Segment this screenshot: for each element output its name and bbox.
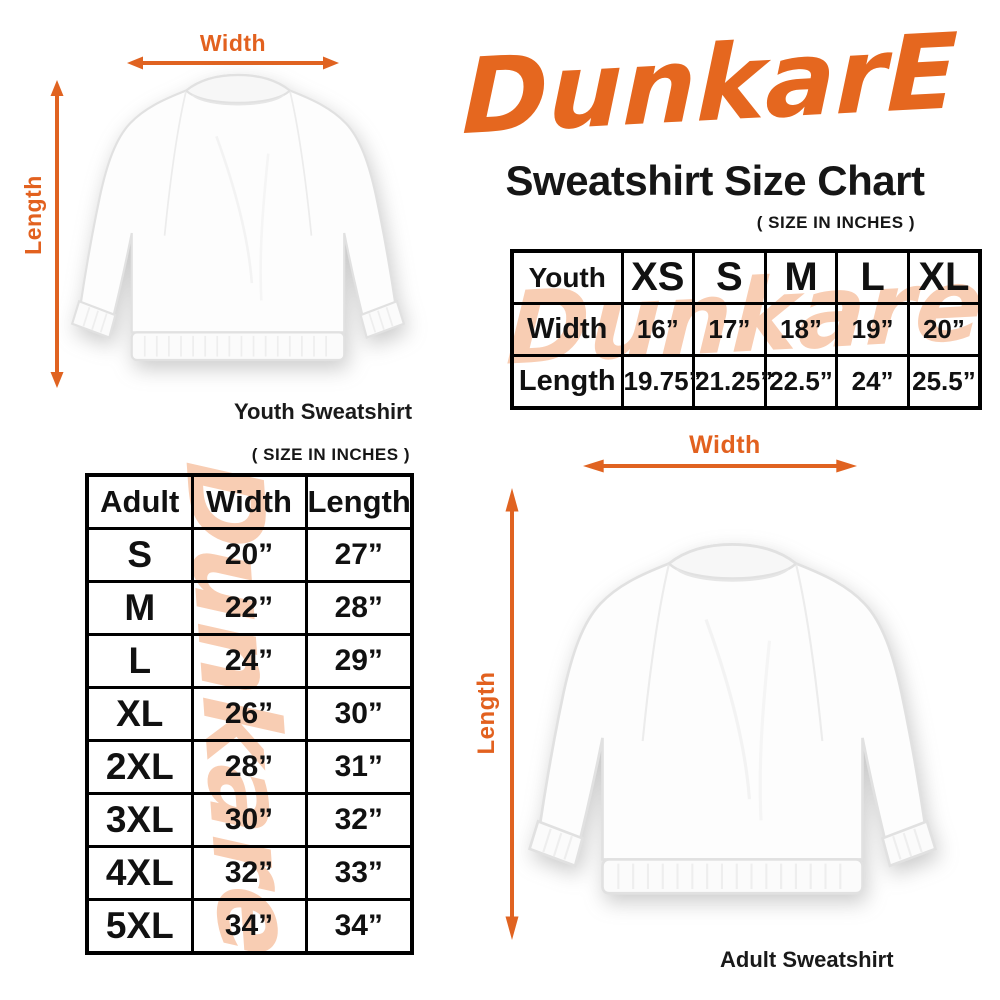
brand-logo: DunkarE xyxy=(461,9,959,159)
youth-length-label: Length xyxy=(20,175,46,255)
youth-col-header: XS xyxy=(620,249,696,305)
youth-figure-caption: Youth Sweatshirt xyxy=(234,399,413,424)
header-size-note: ( SIZE IN INCHES ) xyxy=(756,213,915,232)
adult-size-label: XL xyxy=(85,686,194,742)
youth-size-table: Youth XS S M L XL Width 16” 17” 18” 19” … xyxy=(510,249,982,410)
table-row: Youth XS S M L XL xyxy=(510,249,982,305)
adult-length-value: 27” xyxy=(304,527,414,583)
table-row: M 22” 28” xyxy=(85,580,414,636)
adult-length-value: 31” xyxy=(304,739,414,795)
adult-width-value: 30” xyxy=(190,792,308,848)
adult-width-value: 22” xyxy=(190,580,308,636)
adult-width-value: 28” xyxy=(190,739,308,795)
youth-width-value: 16” xyxy=(620,302,696,357)
table-row: 3XL 30” 32” xyxy=(85,792,414,848)
adult-size-label: 2XL xyxy=(85,739,194,795)
adult-width-value: 34” xyxy=(190,898,308,955)
adult-width-value: 26” xyxy=(190,686,308,742)
adult-size-label: 3XL xyxy=(85,792,194,848)
table-row: Width 16” 17” 18” 19” 20” xyxy=(510,302,982,357)
adult-table-header: Width xyxy=(190,473,308,530)
adult-size-table: Adult Width Length S 20” 27” M 22” 28” L… xyxy=(85,473,414,955)
youth-table-corner: Youth xyxy=(510,249,624,305)
youth-width-label: Width xyxy=(199,30,267,56)
adult-size-label: M xyxy=(85,580,194,636)
youth-length-value: 24” xyxy=(835,354,910,410)
adult-size-label: S xyxy=(85,527,194,583)
table-row: S 20” 27” xyxy=(85,527,414,583)
table-row: XL 26” 30” xyxy=(85,686,414,742)
youth-row-label: Width xyxy=(510,302,624,357)
adult-figure-caption: Adult Sweatshirt xyxy=(720,947,894,972)
adult-length-value: 34” xyxy=(304,898,414,955)
adult-length-value: 32” xyxy=(304,792,414,848)
adult-size-label: 4XL xyxy=(85,845,194,901)
youth-length-value: 25.5” xyxy=(906,354,982,410)
adult-sweatshirt-image xyxy=(528,542,937,895)
youth-col-header: XL xyxy=(906,249,982,305)
page-title: Sweatshirt Size Chart xyxy=(505,157,925,204)
table-row: 4XL 32” 33” xyxy=(85,845,414,901)
youth-length-value: 19.75” xyxy=(620,354,702,410)
youth-col-header: S xyxy=(692,249,767,305)
table-row: 2XL 28” 31” xyxy=(85,739,414,795)
table-row: Length 19.75” 21.25” 22.5” 24” 25.5” xyxy=(510,354,982,410)
adult-table-header: Length xyxy=(304,473,414,530)
adult-size-label: L xyxy=(85,633,194,689)
youth-width-value: 17” xyxy=(692,302,767,357)
adult-width-value: 20” xyxy=(190,527,308,583)
adult-width-value: 32” xyxy=(190,845,308,901)
youth-row-label: Length xyxy=(510,354,624,410)
youth-width-value: 18” xyxy=(763,302,839,357)
adult-length-label: Length xyxy=(473,671,500,755)
adult-length-value: 33” xyxy=(304,845,414,901)
adult-table-header: Adult xyxy=(85,473,194,530)
table-row: L 24” 29” xyxy=(85,633,414,689)
adult-width-value: 24” xyxy=(190,633,308,689)
youth-width-value: 19” xyxy=(835,302,910,357)
table-row: Adult Width Length xyxy=(85,473,414,530)
youth-col-header: M xyxy=(763,249,839,305)
adult-length-value: 30” xyxy=(304,686,414,742)
table-row: 5XL 34” 34” xyxy=(85,898,414,955)
adult-size-label: 5XL xyxy=(85,898,194,955)
adult-size-note: ( SIZE IN INCHES ) xyxy=(251,445,410,464)
youth-col-header: L xyxy=(835,249,910,305)
adult-length-value: 29” xyxy=(304,633,414,689)
youth-length-value: 22.5” xyxy=(763,354,839,410)
adult-length-value: 28” xyxy=(304,580,414,636)
adult-width-label: Width xyxy=(689,431,761,459)
youth-width-value: 20” xyxy=(906,302,982,357)
youth-length-value: 21.25” xyxy=(692,354,773,410)
youth-sweatshirt-image xyxy=(70,73,406,362)
